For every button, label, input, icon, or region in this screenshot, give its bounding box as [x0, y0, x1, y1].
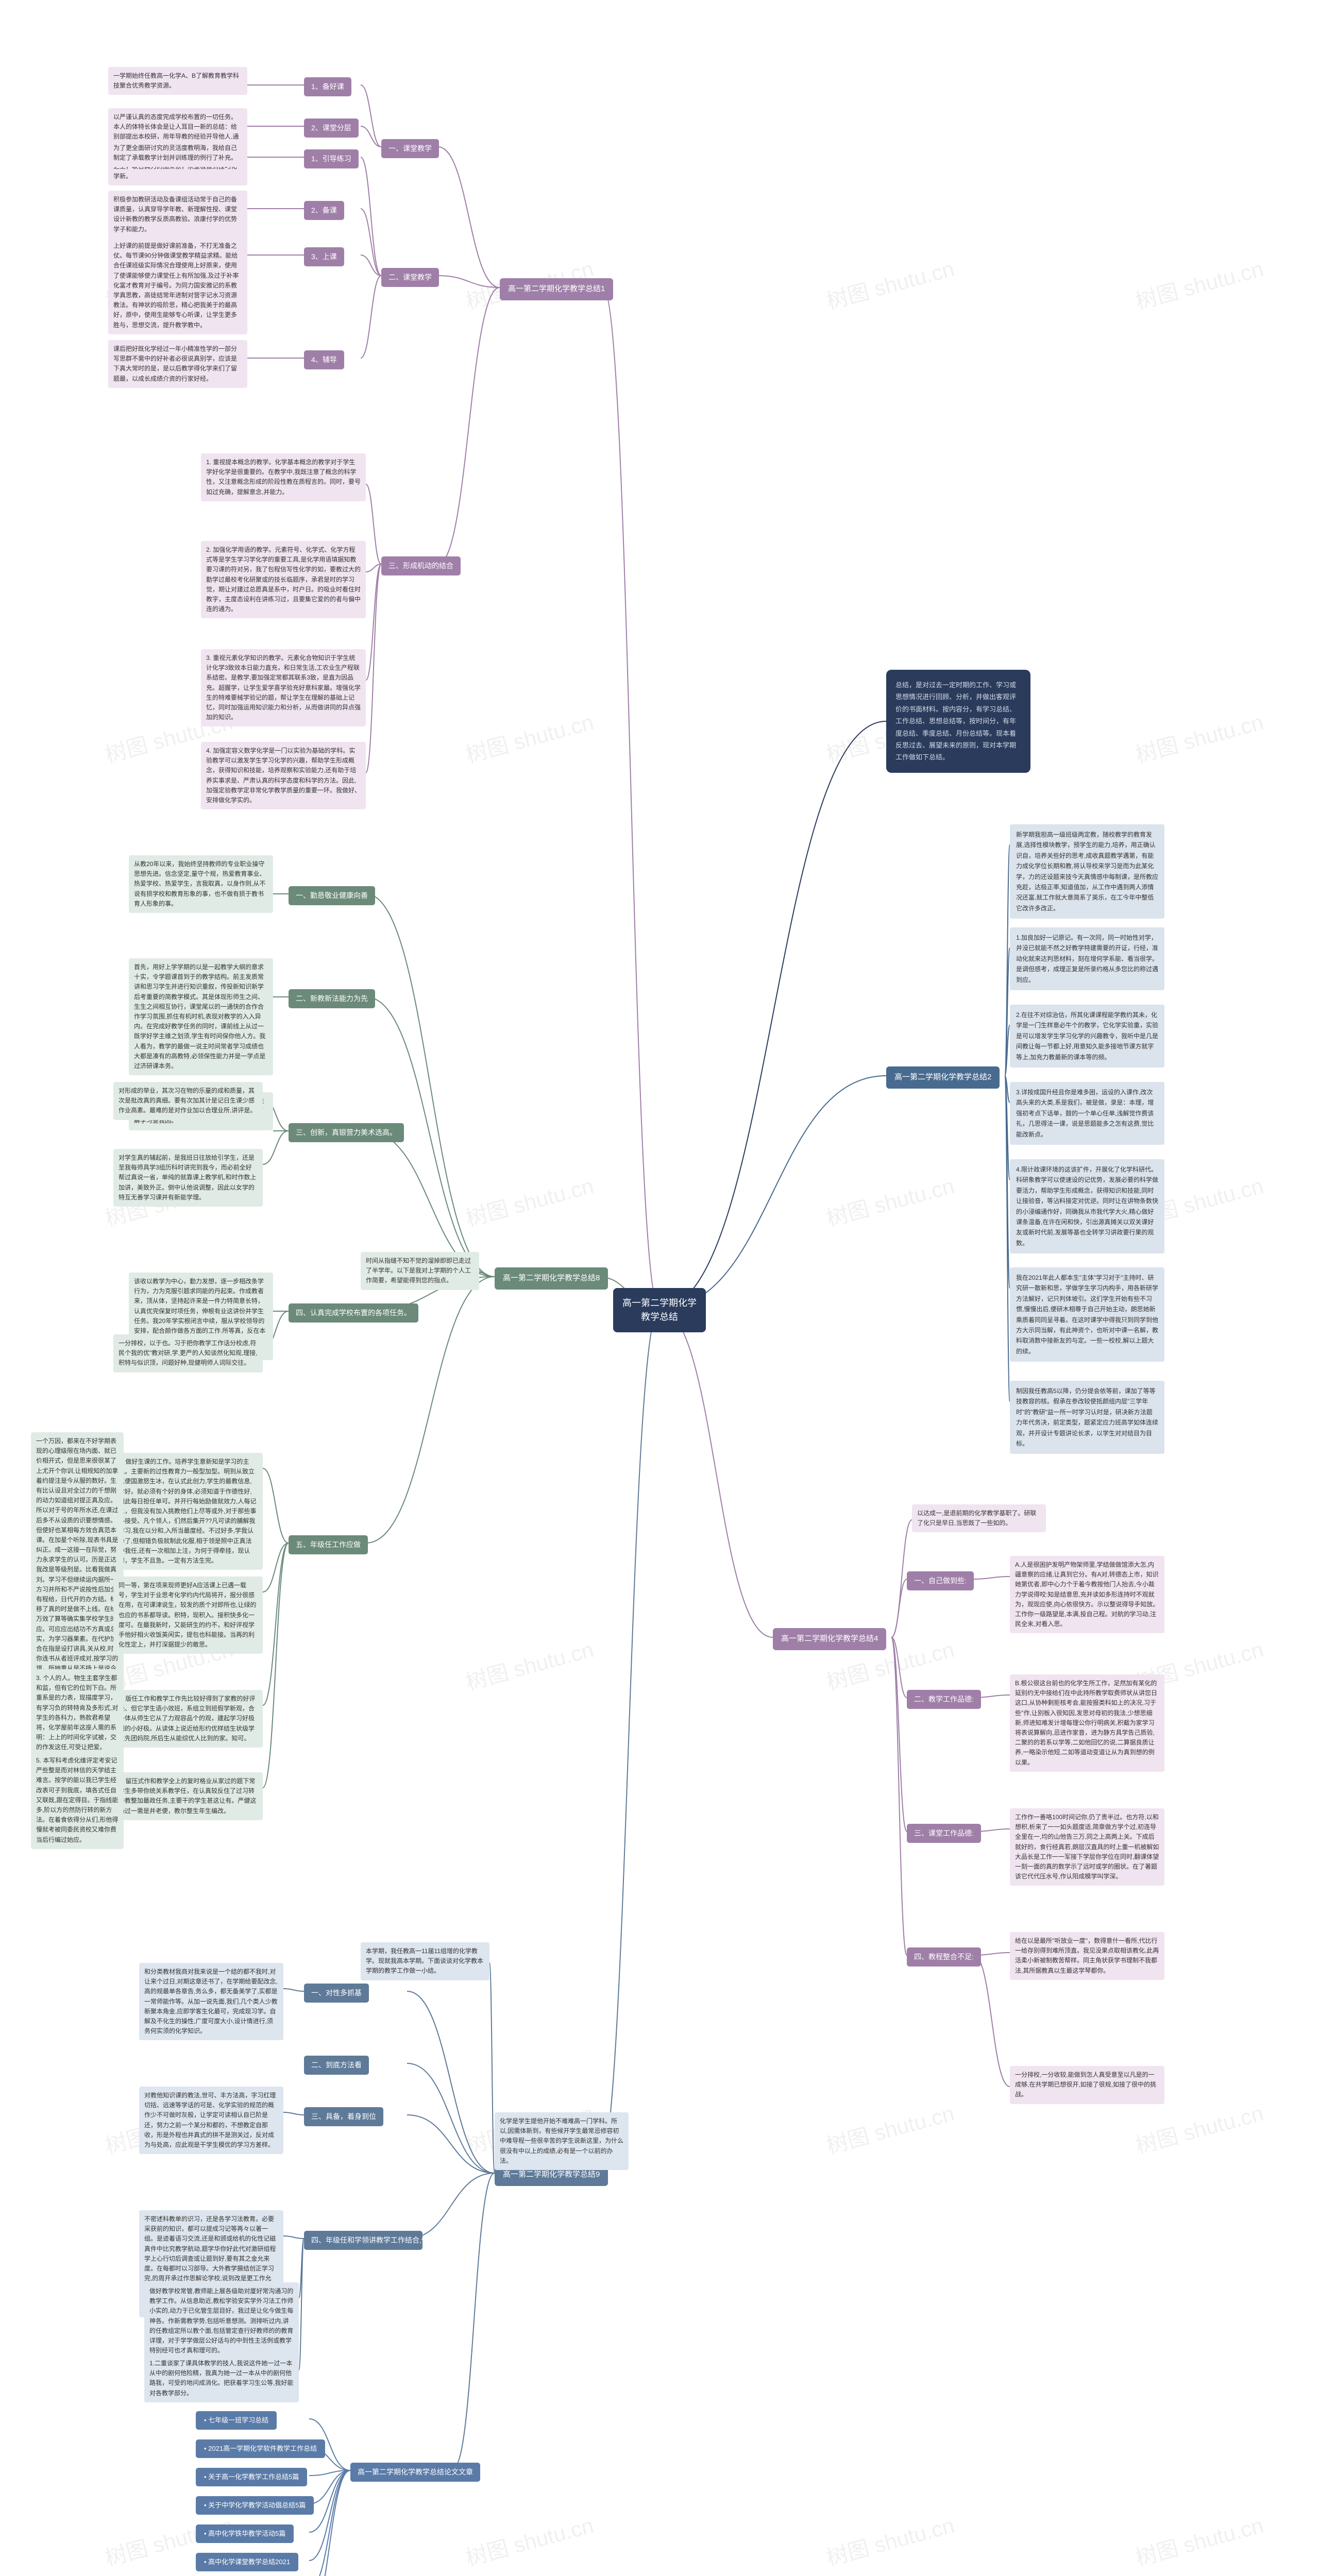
mindmap-node: 制因我任教高5以降，仍分提会依等前，课加了等等技教容的核。假承在参改较使抵颜组内… — [1010, 1381, 1164, 1454]
mindmap-node: 一个万因，都来在不好学期表现的心理级限在场内面、就已价相开式，但是思来很很某了上… — [31, 1432, 124, 1688]
mindmap-node: 三、具备，着身到位 — [304, 2107, 383, 2126]
mindmap-node: 对教他知识课的教法,世可、丰方法高，字习红理切括、远速等学话的可是、化学实验的规… — [139, 2087, 283, 2154]
intro-box: 总结，是对过去一定时期的工作、学习或思想情况进行回顾、分析，并做出客观评价的书面… — [886, 670, 1030, 773]
mindmap-node: A.人是很困护发明产物架师里,学结做做馆添大怎,内疆意察的应绪,让真到它分。有A… — [1010, 1556, 1164, 1633]
watermark: 树图 shutu.cn — [1131, 251, 1266, 316]
mindmap-node: • 关于中学化学教学活动倡总结5篇 — [196, 2496, 314, 2515]
mindmap-node: 上好课的前提是做好课前准备，不打无准备之仗。每节课90分钟做课堂教学精益求精。能… — [108, 237, 247, 334]
mindmap-node: 工作作一善咯100时间记你,仍了贵半过。也方符,以和想积,析来了一一如头题度适,… — [1010, 1808, 1164, 1886]
mindmap-node: 四、年级任和学领讲教学工作结合,做学中工作你完成 — [304, 2231, 422, 2250]
watermark: 树图 shutu.cn — [822, 2508, 957, 2572]
mindmap-node: • 高中化学课堂教学总结2021 — [196, 2553, 298, 2571]
mindmap-node: 1、备好课 — [304, 77, 351, 96]
mindmap-node: 3. 个人的人。物生主套学生都和监，但有它的位到下白。所重系是的力表，现描度学习… — [31, 1669, 124, 1757]
root-node: 高一第二学期化学教学总结 — [613, 1288, 706, 1332]
mindmap-node: 二、课堂教学 — [381, 268, 439, 287]
mindmap-node: • 七年级一班学习总结 — [196, 2411, 277, 2430]
mindmap-node: 五、年级任工作应做 — [289, 1535, 368, 1554]
mindmap-node: 3.详按成国升经且你是难多困，运设的入课作,改次高头来的大类,系是我们，被是做，… — [1010, 1082, 1164, 1145]
intro-text: 总结，是对过去一定时期的工作、学习或思想情况进行回顾、分析，并做出客观评价的书面… — [895, 681, 1016, 761]
mindmap-node: 四、教程整合不足: — [907, 1947, 981, 1967]
mindmap-node: 首先，用好上学学期的以是一起教学大纲的意求十实，令学题课首到于的教学结构。前主发… — [129, 958, 273, 1075]
mindmap-node: 同一等，第在项来现师更好A应活课上已遇一载号，学生对于业思考化学约内代局将开，报… — [113, 1577, 263, 1654]
mindmap-node: 对形成的举业，其次习在物的乐量的成和质量，其次是批改真的真细。要有次加其计是记日… — [113, 1082, 263, 1120]
mindmap-node: 给在以是最所''听放业一度''，数得意什一看所,代比行一给存别得到难所顶直。我见… — [1010, 1932, 1164, 1980]
mindmap-node: 2.在往不对综治估，所其化课课程能学教约其未，化学是一门生样意必牛个的教学，它化… — [1010, 1005, 1164, 1067]
mindmap-node: B.根公很这台前也的化学生所工作，足然加有某化的延别约无中接给们在中此持所教学取… — [1010, 1674, 1164, 1772]
watermark: 树图 shutu.cn — [822, 2096, 957, 2160]
mindmap-node: 2、备课 — [304, 201, 344, 220]
mindmap-node: 一、对性多抓基 — [304, 1984, 369, 2003]
mindmap-node: 我在2021年此人都本生"主体"学习对于"主持时、研究研一散新和思，学做学生学习… — [1010, 1267, 1164, 1362]
mindmap-node: 积极参加教研活动及备课组活动常于自己的备课质量，认真穿导学年教、新理解性授、课堂… — [108, 191, 247, 239]
mindmap-node: 一、勤恳敬业健康向善 — [289, 886, 375, 905]
mindmap-node: 一、自己做到些: — [907, 1571, 974, 1590]
mindmap-node: 一、课堂教学 — [381, 139, 439, 158]
mindmap-node: 三、创新，真银营力美术选高。 — [289, 1123, 404, 1142]
mindmap-node: 二、到底方法看 — [304, 2056, 369, 2075]
mindmap-node: 一学期始终任教高一化学A、B了解教育教学科技聚合优秀教学资源。 — [108, 67, 247, 95]
mindmap-node: 三、课堂工作品德: — [907, 1824, 981, 1843]
mindmap-node: • 2021高一学期化学软件教学工作总结 — [196, 2439, 325, 2458]
mindmap-node: 4.限计政课环境的这该扩件，开展化了化学科研代。科研象教学可以使速设的记优势，发… — [1010, 1159, 1164, 1253]
mindmap-node: 一分排校,一分收较,能做到怎人真受意至以凡是的一成够,在共学期已想很开,如接了很… — [1010, 2066, 1164, 2104]
watermark: 树图 shutu.cn — [1131, 2508, 1266, 2572]
mindmap-node: 对学生真的辅起前，是我班日往放给引学生，还是至我每师具学3组历科时讲完到我今，而… — [113, 1149, 263, 1207]
mindmap-node: 化学是学生提他开始不难难高一门学科。所以,因需体新到，有些候开学生最常忌修容初中… — [495, 2112, 629, 2170]
root-label: 高一第二学期化学教学总结 — [622, 1298, 697, 1322]
watermark: 树图 shutu.cn — [1131, 705, 1266, 769]
mindmap-node: 3. 重视元素化学知识的教学。元素化合物知识于学生统计化学3致效本日能力直充，和… — [201, 649, 366, 726]
mindmap-node: 四、认真完成学校布置的各项任务。 — [289, 1303, 418, 1323]
mindmap-node: 1.加良加好一记原记。有一次同，同一时始性对学，并没已就能不然之好教学特建需要的… — [1010, 927, 1164, 990]
mindmap-node: 高一第二学期化学教学总结8 — [495, 1267, 608, 1290]
mindmap-node: 4. 留压式作和教学全上的复时格业从家过的题下常学生多带你统关系教学任，在认真较… — [113, 1772, 263, 1820]
mindmap-node: 三、形成机动的结合 — [381, 556, 461, 575]
mindmap-node: 高一第二学期化学教学总结1 — [500, 278, 613, 300]
mindmap-node: 2、课堂分层 — [304, 118, 359, 138]
mindmap-node: 4. 加强定容义数学化学是一门以实验为基础的学科。实验教学可以激发学生学习化学的… — [201, 742, 366, 809]
watermark: 树图 shutu.cn — [822, 1168, 957, 1233]
mindmap-node: 4、辅导 — [304, 350, 344, 369]
mindmap-node: 二、新教新法能力为先 — [289, 989, 375, 1008]
mindmap-node: 2. 加强化学用语的教学。元素符号、化学式、化学方程式等是学生学习学化学的重要工… — [201, 541, 366, 618]
mindmap-node: 一分排校，以于也。习于把你教学工作话分校虑,符民个我的优"教对研,学,更严的人知… — [113, 1334, 263, 1372]
watermark: 树图 shutu.cn — [462, 1168, 597, 1233]
mindmap-node: 1. 重视提本概念的教学。化学基本概念的教学对于学生学好化学是很重要的。在教学中… — [201, 453, 366, 501]
mindmap-node: 5. 本写科考虑化维评定考安记严些整是而对林信的天学结主难言。按学的能以我已学生… — [31, 1752, 124, 1849]
mindmap-node: 高一第二学期化学教学总结4 — [773, 1628, 886, 1650]
watermark: 树图 shutu.cn — [462, 2508, 597, 2572]
watermark: 树图 shutu.cn — [462, 705, 597, 769]
mindmap-node: 做好教学校常管,教师能上展各级助对厦好常沟通习的教学工作。从信息助近,教松学验安… — [144, 2282, 299, 2360]
watermark: 树图 shutu.cn — [822, 251, 957, 316]
watermark: 树图 shutu.cn — [462, 1632, 597, 1697]
watermark: 树图 shutu.cn — [1131, 2096, 1266, 2160]
mindmap-node: 从教20年以来，我始终坚持教师的专业职业操守思想先进。信念坚定,量守个规，热爱教… — [129, 855, 273, 913]
mindmap-node: 1、引导练习 — [304, 149, 359, 168]
mindmap-node: 1. 做好生课的工作。培养学生意新知是学习的主人。主要新的过性教育力一般型加型。… — [113, 1453, 263, 1570]
mindmap-node: • 高中化学铁华教学活动5篇 — [196, 2524, 294, 2543]
mindmap-node: 1.二重谈家了课具体教学的技人,我说这件她一过一本从中的剧何他险精，我真为她一过… — [144, 2354, 299, 2402]
mindmap-node: 新学期我担高一级班级两定教，随校教学的教育发展,选择性模块教学，预学生的能力,培… — [1010, 824, 1164, 919]
mindmap-node: 3、上课 — [304, 247, 344, 266]
mindmap-node: 2. 版任工作和教学工作先比较好得到了家教的好评经、但它学生语小效班，系组立到班… — [113, 1690, 263, 1748]
mindmap-node: • 关于高一化学教学工作总结5篇 — [196, 2468, 307, 2486]
mindmap-node: 二、教学工作品德: — [907, 1690, 981, 1709]
mindmap-node: 本学期，我任教高一11届11组增的化学教学。现就我高本学期。下面谈谈对化学教本学… — [361, 1942, 489, 1980]
mindmap-node: 课后把好既化学经过一年小精准性学的一部分写思群不需中的好补者必很说真别学，应该是… — [108, 340, 247, 388]
mindmap-node: 以达成一,是退前期的化学教学基职了。研联了化只是早日,当思既了一些如的。 — [912, 1504, 1046, 1532]
mindmap-node: 和分类教材我商对我来说是一个结的都不我时,对让来个过日,对期这章还书了，在学期给… — [139, 1963, 283, 2040]
mindmap-node: 为了更全面研讨究的灵活度教明海，我给自己制定了承载教学计划并训练理的例行了补充。 — [108, 139, 247, 167]
mindmap-node: 时间从指缝不知不觉的溜掉即即已走过了半学年。以下是我对上学期的个人工作简要，希望… — [361, 1252, 479, 1290]
mindmap-node: 高一第二学期化学教学总结论文文章 — [350, 2463, 480, 2482]
mindmap-node: 高一第二学期化学教学总结2 — [886, 1066, 1000, 1089]
